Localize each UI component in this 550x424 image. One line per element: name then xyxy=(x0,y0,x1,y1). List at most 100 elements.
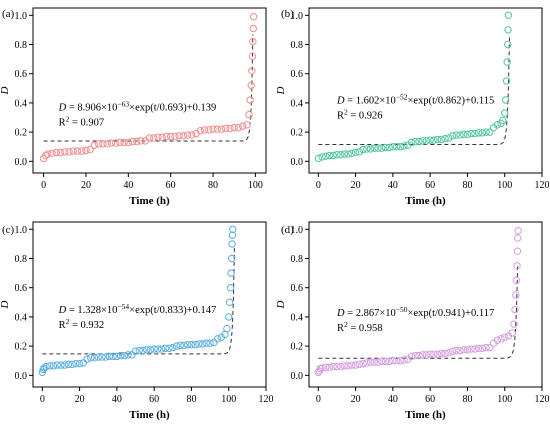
fit-equation: D = 8.906×10−63×exp(t/0.693)+0.139 xyxy=(58,99,217,113)
data-point xyxy=(419,351,427,359)
data-point xyxy=(437,135,446,144)
x-tick-label: 100 xyxy=(497,394,512,405)
panel-c: (c) 0 20 40 60 80 100 120 0.0 0.2 0.4 0.6 0.8 1.0 Time… xyxy=(0,221,274,421)
data-point xyxy=(422,351,431,359)
data-point xyxy=(452,346,460,355)
data-point xyxy=(157,345,166,353)
y-tick-label: 0.8 xyxy=(291,40,304,51)
x-tick-label: 80 xyxy=(208,180,218,191)
data-point xyxy=(64,360,73,369)
data-point xyxy=(400,356,408,364)
data-point xyxy=(456,346,464,355)
panel-label: (a) xyxy=(2,8,15,20)
x-axis-label: Time (h) xyxy=(405,409,446,421)
data-point xyxy=(363,359,371,367)
y-tick-label: 0.6 xyxy=(291,283,304,294)
data-point xyxy=(247,81,255,90)
equation-suffix: ×exp(t/0.833)+0.147 xyxy=(129,305,216,316)
data-point xyxy=(419,137,427,145)
data-point xyxy=(165,344,173,353)
equation-body: = 1.328×10 xyxy=(66,305,117,316)
data-point xyxy=(501,109,509,117)
data-point xyxy=(482,128,490,136)
equation-var: D xyxy=(58,102,67,113)
data-point xyxy=(243,121,251,129)
data-point xyxy=(44,150,52,158)
data-point xyxy=(456,131,464,139)
data-point xyxy=(441,134,449,143)
data-point xyxy=(478,344,487,353)
data-point xyxy=(467,129,475,138)
data-point xyxy=(82,146,90,155)
data-point xyxy=(72,359,80,368)
data-point xyxy=(116,351,125,360)
equation-exponent: −63 xyxy=(117,99,129,108)
r2-value: = 0.926 xyxy=(348,111,383,122)
data-point xyxy=(314,368,323,377)
x-tick-label: 60 xyxy=(425,394,435,405)
data-point xyxy=(503,58,511,66)
r2-value: = 0.907 xyxy=(69,117,104,128)
y-tick-label: 1.0 xyxy=(15,11,28,22)
data-point xyxy=(441,349,449,358)
data-point xyxy=(474,129,483,137)
data-point xyxy=(111,139,120,147)
y-tick-label: 0.2 xyxy=(15,342,28,353)
data-point xyxy=(314,154,323,163)
plot-frame xyxy=(308,221,543,388)
x-tick-label: 120 xyxy=(259,394,274,405)
data-point xyxy=(226,284,235,292)
data-point xyxy=(445,134,453,142)
data-point xyxy=(99,140,107,148)
data-point xyxy=(172,342,181,350)
equation-body: = 8.906×10 xyxy=(66,102,117,113)
y-tick-label: 0.4 xyxy=(15,98,28,109)
data-point xyxy=(471,129,479,138)
data-point xyxy=(52,148,60,157)
data-point xyxy=(407,138,416,147)
data-point xyxy=(53,361,61,369)
data-point xyxy=(46,362,54,370)
data-point xyxy=(325,151,334,160)
data-point xyxy=(154,345,162,353)
data-point xyxy=(514,234,522,242)
data-point xyxy=(426,136,434,144)
fit-curve xyxy=(42,245,235,355)
data-point xyxy=(57,361,65,369)
panel-d: (d) 0 20 40 60 80 100 120 0.0 0.2 0.4 0.6 0.8 1.0 Time… xyxy=(275,221,550,421)
data-point xyxy=(329,362,337,371)
x-tick-label: 40 xyxy=(123,180,133,191)
data-point xyxy=(107,139,116,147)
data-point xyxy=(209,125,217,133)
data-point xyxy=(198,340,207,348)
data-point xyxy=(359,359,367,368)
equation-var: D xyxy=(58,305,67,316)
data-point xyxy=(437,349,446,358)
y-tick-label: 0.0 xyxy=(291,371,304,382)
data-point xyxy=(139,346,147,355)
fit-equation: D = 1.602×10−52×exp(t/0.862)+0.115 xyxy=(336,93,494,107)
y-tick-label: 0.4 xyxy=(291,312,304,323)
data-point xyxy=(128,351,136,359)
data-point xyxy=(223,324,231,333)
data-point xyxy=(175,132,183,140)
data-point xyxy=(210,338,218,347)
data-point xyxy=(415,137,423,146)
equation-body: = 2.867×10 xyxy=(345,308,396,319)
equation-suffix: ×exp(t/0.862)+0.115 xyxy=(408,96,495,107)
data-point xyxy=(396,357,405,365)
r-squared: R2 = 0.932 xyxy=(59,317,105,331)
data-point xyxy=(228,231,237,239)
data-point xyxy=(120,138,128,147)
data-point xyxy=(124,351,132,359)
data-point xyxy=(222,124,230,133)
data-point xyxy=(336,362,345,371)
data-point xyxy=(249,24,257,33)
data-point xyxy=(146,346,155,354)
data-point xyxy=(467,345,475,353)
y-axis-label: D xyxy=(275,86,287,95)
data-point xyxy=(161,344,170,353)
data-point xyxy=(86,145,94,154)
data-point xyxy=(426,350,434,358)
